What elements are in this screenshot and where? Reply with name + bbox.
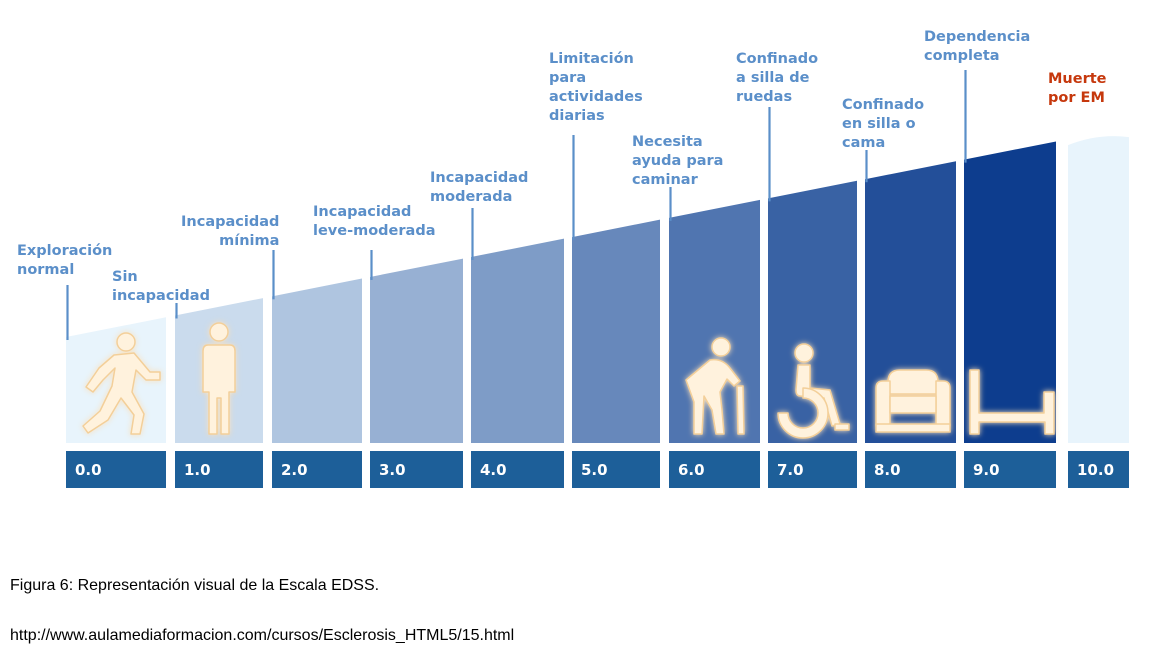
walking-person-icon [82, 332, 161, 435]
level-label: Exploración normal [17, 243, 113, 278]
level-column [1068, 136, 1129, 444]
level-column [471, 238, 564, 443]
level-column [964, 141, 1056, 443]
score-box [66, 451, 166, 488]
score-label: 10.0 [1077, 461, 1114, 479]
level-label: Necesita ayuda para caminar [632, 134, 724, 188]
score-box [272, 451, 362, 488]
score-label: 9.0 [973, 461, 1000, 479]
bed-icon [969, 369, 1055, 435]
score-label: 7.0 [777, 461, 804, 479]
figure-caption: Figura 6: Representación visual de la Es… [10, 577, 380, 594]
score-label: 6.0 [678, 461, 705, 479]
level-label: Sin incapacidad [112, 269, 210, 304]
level-label: Confinado en silla o cama [842, 97, 925, 151]
level-column [370, 258, 463, 443]
score-box [768, 451, 857, 488]
score-label: 4.0 [480, 461, 507, 479]
person-with-cane-icon [685, 337, 745, 435]
score-label: 0.0 [75, 461, 102, 479]
level-column [572, 219, 660, 443]
score-label: 5.0 [581, 461, 608, 479]
armchair-icon [875, 369, 951, 433]
source-url: http://www.aulamediaformacion.com/cursos… [10, 627, 515, 644]
score-box [471, 451, 564, 488]
score-box [964, 451, 1056, 488]
score-label: 1.0 [184, 461, 211, 479]
level-column [768, 180, 857, 443]
level-column [272, 278, 362, 443]
score-box [669, 451, 760, 488]
score-box [370, 451, 463, 488]
level-label: Muerte por EM [1048, 71, 1107, 106]
edss-scale-diagram: 0.0 1.0 2.0 3.0 4.0 5.0 6.0 7.0 8.0 9.0 10.0 [66, 70, 1129, 488]
level-label: Incapacidad leve-moderada [313, 204, 436, 239]
score-label: 2.0 [281, 461, 308, 479]
level-label: Incapacidad moderada [430, 170, 529, 205]
score-box [572, 451, 660, 488]
level-label: Dependencia completa [924, 29, 1031, 64]
level-label: Limitación para actividades diarias [549, 51, 643, 124]
wheelchair-icon [777, 343, 850, 439]
standing-person-icon [202, 322, 236, 435]
score-box [865, 451, 956, 488]
score-box [1068, 451, 1129, 488]
level-label: Confinado a silla de ruedas [736, 51, 819, 105]
score-box [175, 451, 263, 488]
level-label: Incapacidad mínima [181, 214, 280, 249]
score-label: 3.0 [379, 461, 406, 479]
score-label: 8.0 [874, 461, 901, 479]
